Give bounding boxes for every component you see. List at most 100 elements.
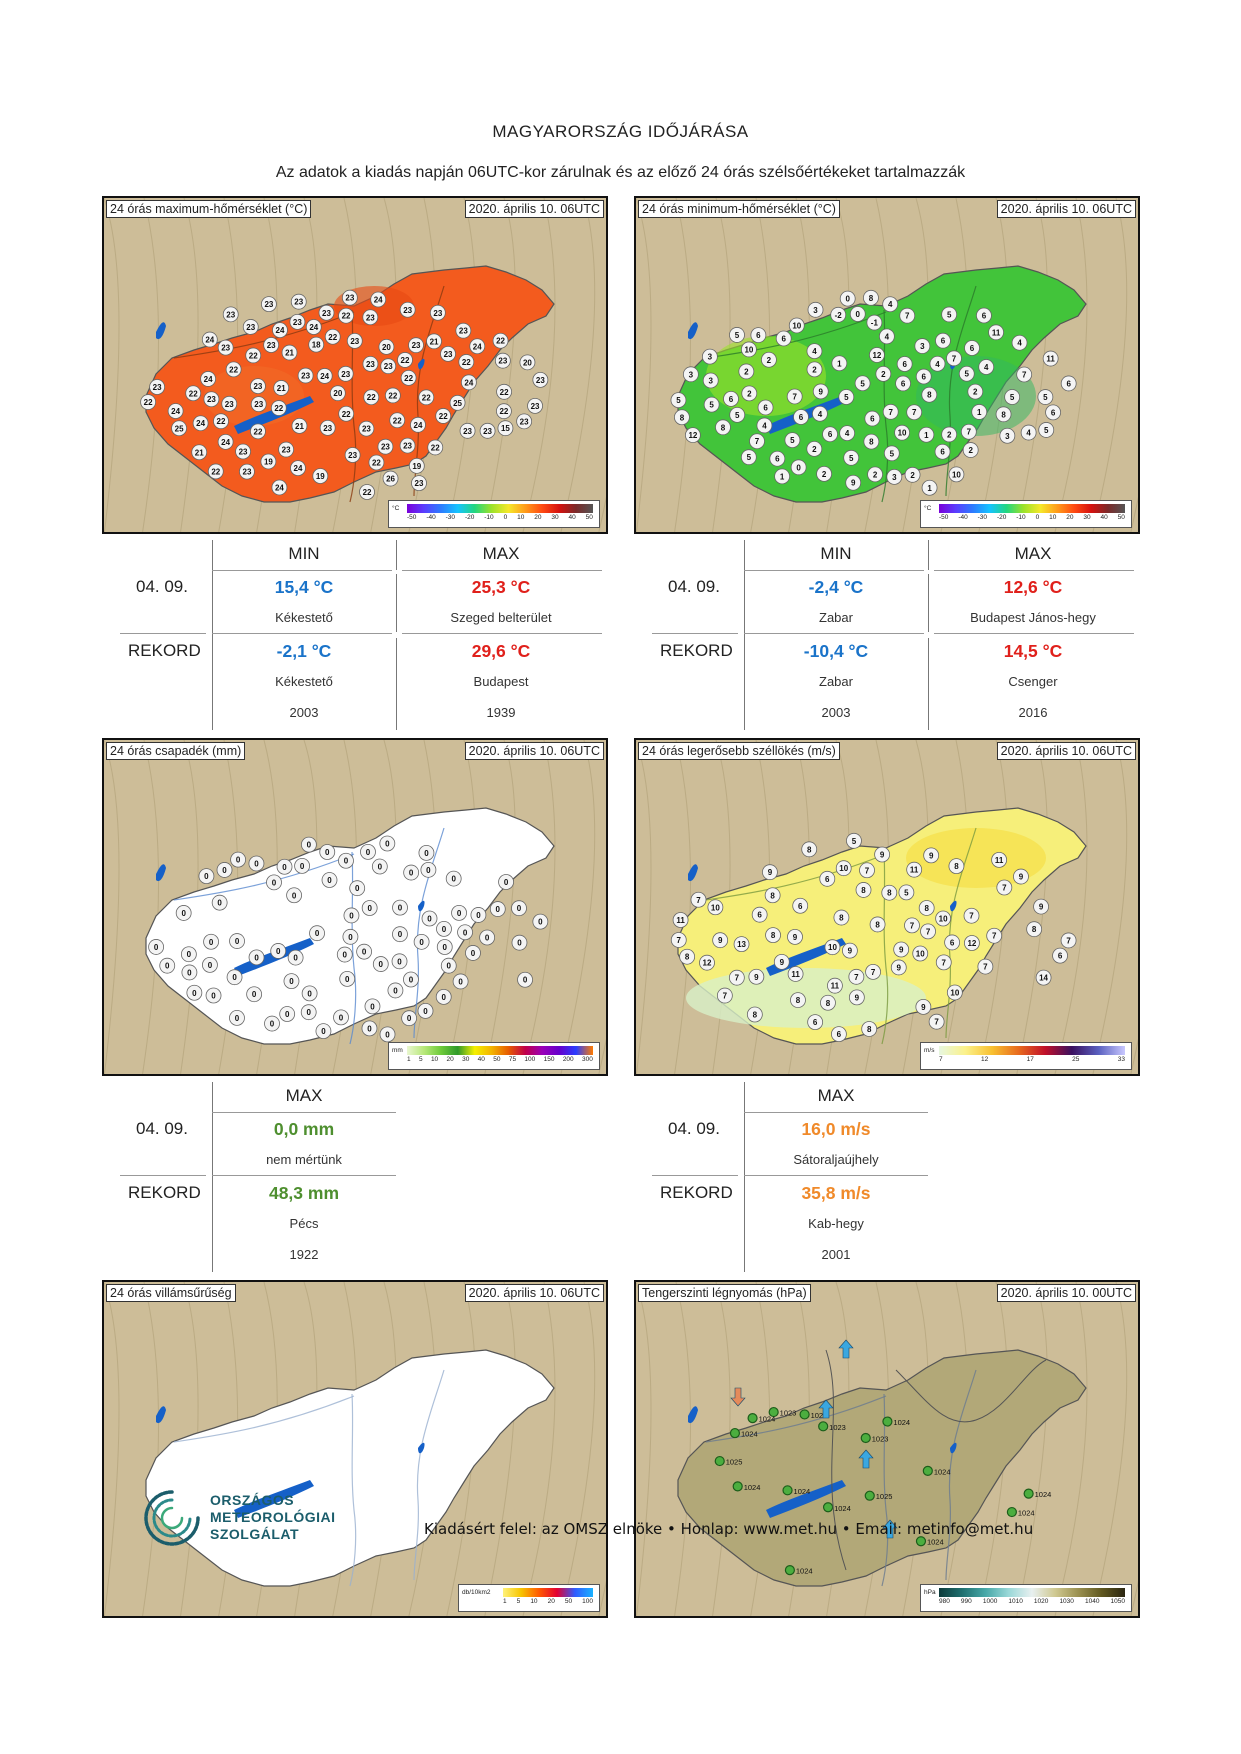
station-marker: 8	[833, 909, 850, 926]
row-date: 04. 09.	[668, 1119, 720, 1138]
station-value: 3	[813, 306, 818, 315]
station-marker: 22	[363, 389, 380, 406]
station-marker: 21	[273, 380, 290, 396]
station-value: 25	[453, 399, 462, 408]
station-marker: 0	[248, 949, 265, 966]
station-marker: 0	[511, 934, 528, 951]
legend-bar	[939, 1588, 1125, 1597]
station-marker: 0	[451, 904, 467, 921]
legend-tick-label: 990	[960, 1598, 972, 1605]
station-value: 7	[969, 912, 974, 921]
station-marker: 0	[379, 835, 396, 852]
station-marker: 0	[186, 984, 203, 1001]
station-value: 7	[952, 354, 957, 363]
station-marker: 26	[382, 470, 399, 487]
legend-tick-label: 5	[516, 1598, 521, 1605]
station-marker: 7	[986, 927, 1003, 944]
color-legend: m/s 7 12 17 25 33	[920, 1042, 1132, 1070]
station-marker: 8	[869, 916, 886, 933]
station-value: 22	[367, 393, 376, 402]
station-marker: 0	[360, 843, 376, 860]
station-marker: 6	[751, 906, 768, 923]
station-value: 24	[473, 342, 482, 351]
station-value: 10	[711, 903, 720, 912]
legend-tick-label: 1	[503, 1598, 507, 1605]
station-value: 0	[471, 949, 476, 958]
station-value: 0	[154, 943, 159, 952]
station-marker: 8	[918, 900, 935, 916]
station-value: 0	[441, 993, 446, 1002]
station-marker: 11	[1042, 350, 1059, 367]
station-value: 1024	[1035, 1490, 1052, 1499]
legend-tick-label: 1	[407, 1056, 411, 1063]
station-marker: 12	[684, 427, 701, 443]
station-marker: 1024	[1023, 1488, 1052, 1499]
row-record: REKORD	[660, 1183, 733, 1202]
station-value: 22	[144, 398, 153, 407]
station-marker: 22	[207, 463, 224, 480]
station-value: 18	[312, 341, 321, 350]
station-value: 22	[500, 388, 509, 397]
station-value: 23	[433, 309, 442, 318]
station-marker: 0	[202, 956, 218, 973]
record-min-year: 2003	[289, 705, 319, 720]
station-marker: 22	[400, 370, 417, 386]
station-value: 0	[496, 905, 501, 914]
map-title: 24 órás minimum-hőmérséklet (°C)	[638, 200, 840, 218]
station-value: 8	[1032, 925, 1037, 934]
station-value: 1024	[1018, 1509, 1035, 1518]
station-marker: 9	[712, 932, 729, 949]
station-value: 3	[689, 370, 694, 379]
station-value: 0	[504, 878, 509, 887]
station-value: 5	[852, 837, 857, 846]
station-marker: 5	[846, 832, 862, 849]
station-marker: 0	[300, 836, 317, 853]
station-value: 0	[217, 899, 222, 908]
station-marker: 0	[180, 946, 197, 963]
station-value: 7	[983, 963, 988, 972]
station-marker: 23	[250, 396, 267, 413]
legend-unit: °C	[392, 505, 400, 512]
station-value: 8	[685, 953, 690, 962]
station-value: 9	[929, 851, 934, 860]
station-value: 0	[208, 961, 213, 970]
station-marker: 0	[418, 844, 435, 861]
station-value: 9	[855, 993, 860, 1002]
station-value: 9	[754, 973, 759, 982]
station-marker: 6	[822, 426, 838, 443]
station-value: 5	[1043, 393, 1048, 402]
row-date: 04. 09.	[136, 1119, 188, 1138]
station-marker: 22	[245, 347, 262, 364]
station-value: 4	[1017, 339, 1022, 348]
station-value: 23	[444, 350, 453, 359]
station-marker: 7	[670, 932, 687, 948]
station-value: 19	[316, 472, 325, 481]
station-value: 1023	[872, 1435, 889, 1444]
station-value: 5	[849, 454, 854, 463]
station-value: 12	[703, 959, 712, 968]
station-marker: 25	[171, 420, 187, 437]
station-marker: 0	[319, 844, 336, 860]
station-marker: 23	[479, 422, 496, 439]
station-value: 0	[385, 1030, 390, 1039]
station-marker: 1	[971, 404, 988, 420]
station-value: 23	[239, 448, 248, 457]
station-value: 23	[207, 395, 216, 404]
station-marker: 23	[235, 443, 251, 460]
station-value: 8	[826, 999, 831, 1008]
station-value: 1	[977, 408, 982, 417]
legend-tick-label: -40	[958, 514, 968, 521]
legend-tick-label: 30	[551, 514, 559, 521]
lake-tisza	[418, 358, 425, 370]
station-value: 24	[309, 323, 318, 332]
wind-arrow-icon	[818, 1399, 834, 1419]
station-marker: 0	[264, 1015, 280, 1032]
legend-tick-label: -50	[407, 514, 417, 521]
day-max-location: Sátoraljaújhely	[793, 1152, 879, 1167]
station-marker: 23	[250, 378, 266, 394]
station-marker: 6	[792, 897, 809, 914]
station-value: -2	[835, 311, 843, 320]
station-value: 0	[424, 849, 429, 858]
map-title: 24 órás villámsűrűség	[106, 1284, 236, 1302]
